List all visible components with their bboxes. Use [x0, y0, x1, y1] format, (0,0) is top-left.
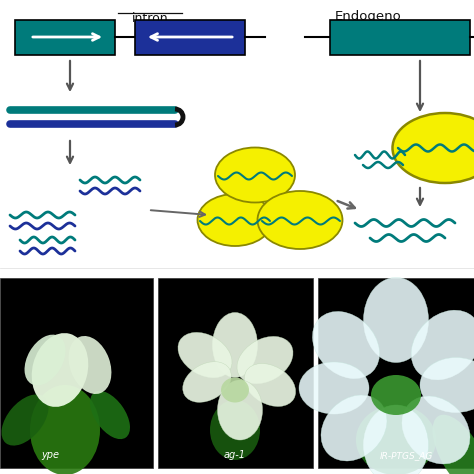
FancyBboxPatch shape	[15, 20, 115, 55]
FancyBboxPatch shape	[0, 0, 474, 260]
Ellipse shape	[218, 380, 263, 440]
Ellipse shape	[90, 391, 130, 439]
Ellipse shape	[210, 400, 260, 460]
Ellipse shape	[183, 362, 231, 402]
Ellipse shape	[237, 337, 293, 383]
Text: ype: ype	[41, 450, 59, 460]
Ellipse shape	[30, 385, 100, 474]
Ellipse shape	[321, 395, 387, 461]
Ellipse shape	[25, 335, 65, 385]
Ellipse shape	[411, 310, 474, 380]
Ellipse shape	[245, 364, 296, 406]
Ellipse shape	[312, 311, 380, 379]
Ellipse shape	[1, 394, 48, 446]
Text: IR-PTGS_AG: IR-PTGS_AG	[379, 451, 433, 460]
Ellipse shape	[221, 377, 249, 402]
Ellipse shape	[178, 332, 232, 378]
FancyBboxPatch shape	[318, 278, 474, 468]
FancyBboxPatch shape	[0, 278, 153, 468]
FancyBboxPatch shape	[158, 278, 313, 468]
FancyBboxPatch shape	[330, 20, 470, 55]
Ellipse shape	[392, 113, 474, 183]
Ellipse shape	[299, 362, 369, 414]
Ellipse shape	[69, 336, 111, 394]
Ellipse shape	[371, 375, 421, 415]
Ellipse shape	[402, 396, 470, 464]
Ellipse shape	[257, 191, 343, 249]
Text: Endogeno: Endogeno	[335, 10, 402, 23]
Ellipse shape	[215, 147, 295, 202]
Ellipse shape	[32, 333, 88, 407]
Ellipse shape	[212, 312, 257, 377]
Ellipse shape	[420, 357, 474, 412]
Text: ag-1: ag-1	[224, 450, 246, 460]
Ellipse shape	[364, 277, 428, 363]
Ellipse shape	[356, 405, 436, 474]
Ellipse shape	[433, 415, 474, 474]
FancyBboxPatch shape	[135, 20, 245, 55]
Text: intron: intron	[132, 12, 168, 25]
Ellipse shape	[364, 405, 428, 474]
Ellipse shape	[198, 194, 273, 246]
